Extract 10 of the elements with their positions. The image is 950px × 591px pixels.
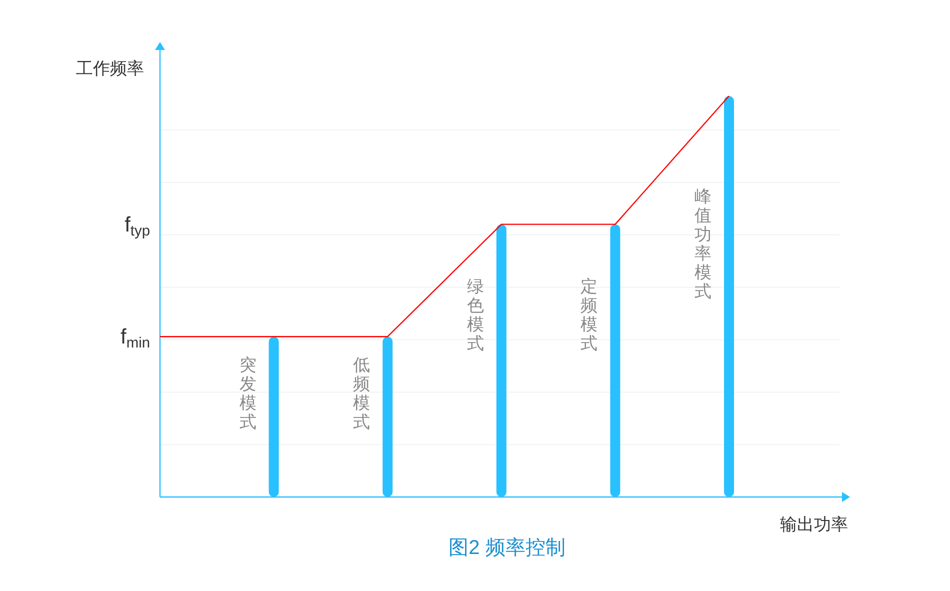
text: 图2 频率控制 xyxy=(448,537,566,559)
x-tick-label: 定频模式 xyxy=(580,277,598,354)
x-tick-label: 峰值功率模式 xyxy=(694,187,712,302)
y-axis-title: 工作频率 xyxy=(76,59,144,78)
x-axis-title: 输出功率 xyxy=(780,515,848,534)
text: f$_{typ}$ xyxy=(124,213,150,240)
x-tick-label: 绿色模式 xyxy=(466,277,484,354)
x-tick-label: 突发模式 xyxy=(239,356,256,432)
x-tick-label: 低频模式 xyxy=(353,356,370,432)
text: f$_{min}$ xyxy=(120,326,150,352)
